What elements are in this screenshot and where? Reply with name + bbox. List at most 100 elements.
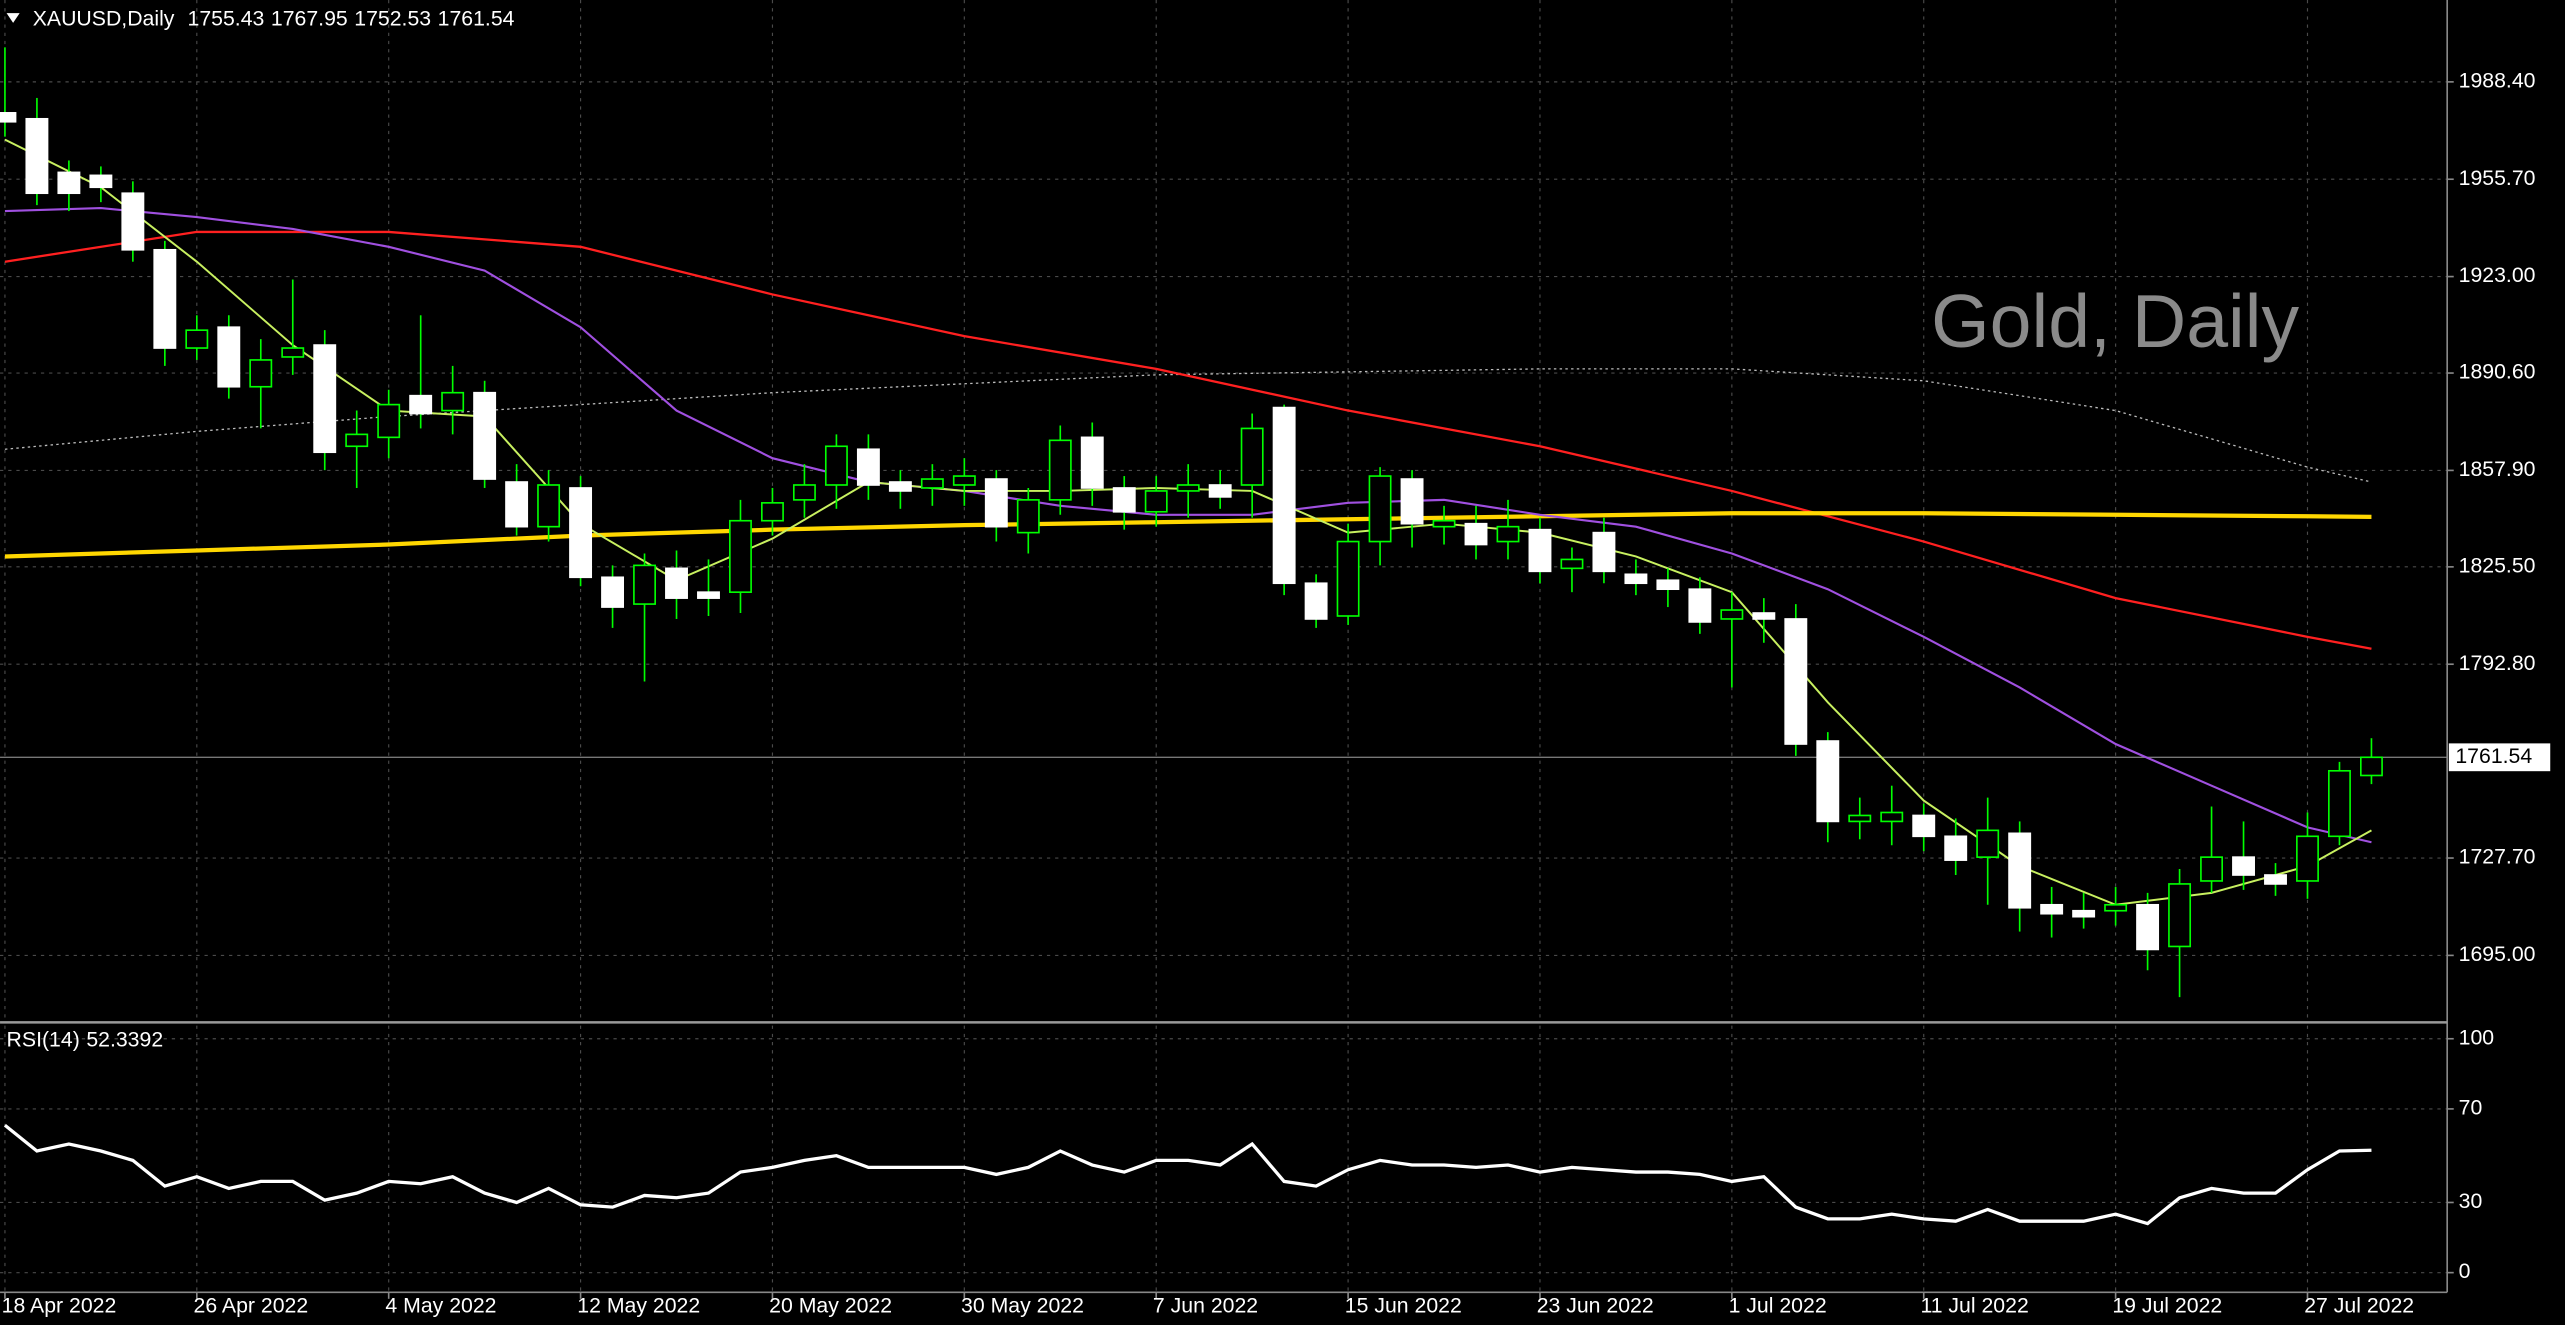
- x-tick-label: 15 Jun 2022: [1345, 1294, 1462, 1318]
- candle-body: [217, 326, 241, 388]
- candle-body: [441, 391, 465, 412]
- candle-body: [729, 519, 752, 593]
- rsi-header: RSI(14) 52.3392: [7, 1027, 164, 1051]
- rsi-tick-label: 0: [2459, 1259, 2471, 1283]
- candle-body: [1112, 487, 1136, 513]
- candle-body: [2264, 874, 2287, 885]
- candle-body: [1880, 811, 1904, 823]
- candle-body: [761, 502, 784, 522]
- candle-body: [601, 576, 625, 608]
- moving-average-line: [4, 368, 2372, 483]
- rsi-line: [3, 1124, 2372, 1226]
- candle-body: [2136, 903, 2160, 951]
- moving-average-line: [4, 207, 2372, 844]
- moving-average-line: [4, 138, 2372, 906]
- candle-body: [377, 403, 401, 439]
- candle-body: [1528, 528, 1552, 573]
- header-low: 1752.53: [354, 6, 431, 30]
- candle-body: [1976, 829, 2000, 858]
- candle-body: [1688, 588, 1712, 623]
- candle-body: [665, 567, 688, 599]
- candle-body: [792, 484, 816, 501]
- candle-body: [888, 481, 912, 492]
- candle-body: [57, 171, 81, 195]
- y-tick-label: 1825.50: [2459, 553, 2536, 577]
- candle-body: [952, 475, 976, 486]
- x-tick-label: 23 Jun 2022: [1537, 1294, 1654, 1318]
- x-tick-label: 20 May 2022: [769, 1294, 892, 1318]
- candle-body: [1208, 484, 1232, 498]
- candle-body: [1304, 582, 1328, 620]
- candle-body: [1624, 573, 1648, 585]
- candle-body: [2232, 856, 2255, 876]
- candle-body: [313, 344, 337, 454]
- header-open: 1755.43: [188, 6, 265, 30]
- candle-body: [633, 564, 656, 605]
- candle-body: [409, 394, 433, 415]
- grid-layer: [0, 0, 2448, 1293]
- candle-body: [2360, 756, 2383, 777]
- y-tick-label: 1792.80: [2459, 651, 2536, 675]
- x-tick-label: 11 Jul 2022: [1920, 1294, 2028, 1318]
- watermark: Gold, Daily: [1931, 279, 2299, 363]
- candle-body: [473, 391, 497, 480]
- y-tick-label: 1857.90: [2459, 457, 2536, 481]
- y-tick-label: 1988.40: [2459, 68, 2536, 92]
- marks-layer: [0, 47, 2383, 1226]
- candle-body: [920, 478, 944, 489]
- candle-body: [569, 487, 593, 579]
- candle-body: [1816, 740, 1840, 823]
- collapse-arrow[interactable]: [6, 13, 20, 23]
- candle-body: [153, 248, 177, 349]
- candle-body: [1400, 478, 1424, 525]
- rsi-tick-label: 30: [2459, 1189, 2483, 1213]
- candle-body: [2008, 832, 2032, 909]
- candle-body: [1176, 484, 1200, 492]
- candle-body: [2168, 883, 2192, 948]
- header-close: 1761.54: [438, 6, 515, 30]
- candle-body: [1592, 531, 1616, 573]
- y-tick-label: 1890.60: [2459, 360, 2536, 384]
- candle-body: [1144, 490, 1168, 513]
- candle-body: [1848, 814, 1872, 823]
- candle-body: [1016, 499, 1040, 534]
- candle-body: [2296, 835, 2319, 882]
- rsi-tick-label: 70: [2459, 1096, 2483, 1120]
- moving-average-line: [4, 511, 2372, 559]
- candle-body: [1272, 406, 1296, 585]
- x-tick-label: 1 Jul 2022: [1729, 1294, 1827, 1318]
- candle-body: [1240, 427, 1264, 486]
- moving-average-line: [4, 230, 2372, 650]
- y-tick-label: 1955.70: [2459, 166, 2536, 190]
- candle-body: [856, 448, 880, 486]
- candle-body: [249, 359, 273, 388]
- x-tick-label: 30 May 2022: [961, 1294, 1084, 1318]
- current-price-label: 1761.54: [2455, 744, 2532, 768]
- y-tick-label: 1727.70: [2459, 845, 2536, 869]
- candle-body: [1496, 525, 1520, 543]
- rsi-value: 52.3392: [86, 1027, 163, 1051]
- candle-body: [1080, 436, 1104, 489]
- candle-body: [0, 112, 17, 123]
- rsi-tick-label: 100: [2459, 1025, 2494, 1049]
- candle-body: [1784, 618, 1808, 745]
- chart-header: XAUUSD,Daily 1755.43 1767.95 1752.53 1761.54: [33, 6, 515, 30]
- candle-body: [697, 591, 720, 599]
- candle-body: [1720, 609, 1744, 620]
- x-tick-label: 19 Jul 2022: [2112, 1294, 2222, 1318]
- candle-body: [89, 174, 113, 189]
- candle-body: [1336, 540, 1360, 617]
- candle-body: [2104, 903, 2128, 912]
- candle-body: [1944, 835, 1968, 861]
- x-tick-label: 27 Jul 2022: [2304, 1294, 2414, 1318]
- x-tick-label: 4 May 2022: [385, 1294, 496, 1318]
- header-high: 1767.95: [271, 6, 348, 30]
- candle-body: [2040, 903, 2064, 915]
- candle-body: [505, 481, 529, 528]
- candle-body: [1368, 475, 1392, 543]
- axis-layer: 1988.40 1955.70 1923.00 1890.60 1857.90 1825.…: [2, 68, 2551, 1318]
- candle-body: [1464, 522, 1488, 546]
- y-tick-label: 1695.00: [2459, 942, 2536, 966]
